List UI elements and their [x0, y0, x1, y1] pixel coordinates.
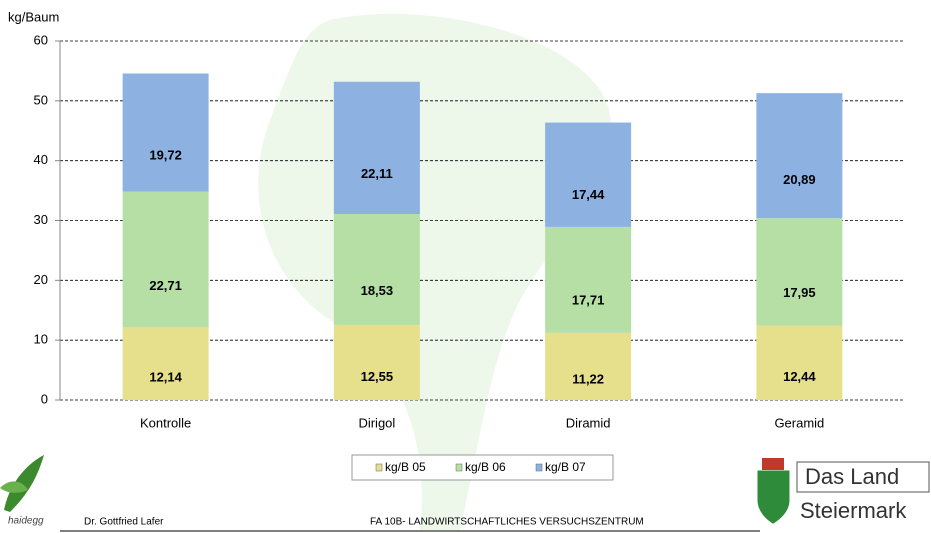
- bar-segment: [122, 327, 209, 400]
- author: Dr. Gottfried Lafer: [84, 517, 164, 528]
- y-tick-label: 40: [34, 152, 48, 167]
- logo-line2: Steiermark: [800, 498, 907, 523]
- legend-swatch: [375, 463, 383, 472]
- bar-segment: [333, 324, 420, 400]
- value-label: 22,71: [149, 278, 182, 293]
- value-label: 22,11: [361, 166, 393, 181]
- value-label: 17,95: [783, 285, 816, 300]
- logo-frame: [796, 461, 930, 493]
- x-tick-label: Dirigol: [358, 415, 395, 430]
- value-label: 11,22: [572, 371, 604, 386]
- x-tick-label: Diramid: [566, 415, 611, 430]
- value-label: 17,71: [572, 293, 605, 308]
- bar-segment: [333, 81, 420, 215]
- y-tick-label: 10: [34, 332, 48, 347]
- crown: [762, 458, 784, 470]
- coat-of-arms: [756, 469, 791, 525]
- bar-segment: [122, 191, 209, 328]
- logo-text: haidegg: [8, 516, 44, 527]
- y-tick-label: 20: [34, 272, 48, 287]
- y-tick-label: 60: [34, 32, 48, 47]
- bar-segment: [545, 332, 632, 400]
- legend-box: [351, 454, 614, 481]
- logo-leaf: [0, 481, 28, 493]
- value-label: 12,55: [361, 369, 394, 384]
- bar-segment: [756, 325, 843, 400]
- legend-label: kg/B 05: [385, 460, 426, 474]
- x-tick-label: Geramid: [774, 415, 824, 430]
- logo-line1: Das Land: [805, 464, 899, 489]
- value-label: 12,14: [149, 370, 182, 385]
- bar-segment: [756, 93, 843, 219]
- bar-segment: [122, 73, 209, 192]
- legend-label: kg/B 06: [465, 460, 506, 474]
- value-label: 18,53: [361, 283, 394, 298]
- y-tick-label: 0: [41, 391, 48, 406]
- legend-swatch: [535, 463, 543, 472]
- value-label: 12,44: [783, 369, 816, 384]
- value-label: 20,89: [783, 172, 816, 187]
- institution: FA 10B- LANDWIRTSCHAFTLICHES VERSUCHSZEN…: [370, 517, 644, 528]
- bar-segment: [756, 218, 843, 326]
- y-axis-label: kg/Baum: [8, 9, 59, 24]
- legend-swatch: [455, 463, 463, 472]
- plot-area: 0 10 20 30 40 50 60 Kontrolle 12,14 22,71 19,72 Dir…: [34, 32, 905, 430]
- bar-segment: [545, 226, 632, 333]
- value-label: 19,72: [149, 148, 182, 163]
- y-tick-label: 30: [34, 212, 48, 227]
- legend: kg/B 05 kg/B 06 kg/B 07: [375, 460, 586, 474]
- x-tick-label: Kontrolle: [140, 415, 191, 430]
- value-label: 17,44: [572, 187, 605, 202]
- legend-label: kg/B 07: [545, 460, 586, 474]
- y-tick-label: 50: [34, 92, 48, 107]
- bar-segment: [545, 122, 632, 227]
- bar-segment: [333, 214, 420, 325]
- logo-leaf: [4, 455, 44, 512]
